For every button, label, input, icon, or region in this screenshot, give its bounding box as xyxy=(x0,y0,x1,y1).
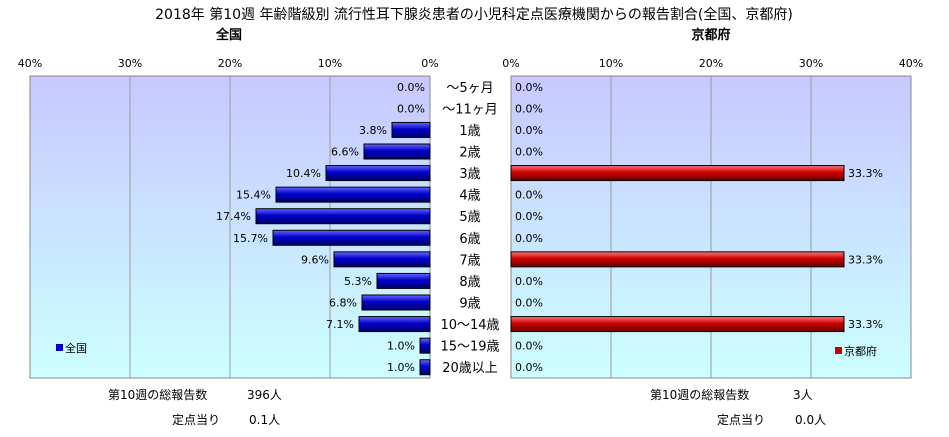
national-x-tick-label: 0% xyxy=(421,57,438,70)
kyoto-total-value: 3人 xyxy=(793,388,813,402)
national-bar xyxy=(325,165,431,182)
national-value-label: 6.6% xyxy=(331,146,359,159)
national-x-tick-label: 30% xyxy=(118,57,142,70)
national-bar xyxy=(272,229,431,246)
age-category-label: 9歳 xyxy=(459,297,480,312)
national-bar xyxy=(361,294,431,311)
age-category-label: 4歳 xyxy=(459,189,480,204)
national-value-label: 7.1% xyxy=(326,318,354,331)
kyoto-panel-title: 京都府 xyxy=(691,27,730,43)
national-value-label: 1.0% xyxy=(387,361,415,374)
kyoto-value-label: 0.0% xyxy=(515,81,543,94)
kyoto-total-label: 第10週の総報告数 xyxy=(650,388,750,402)
kyoto-value-label: 0.0% xyxy=(515,124,543,137)
age-category-label: 3歳 xyxy=(459,167,480,182)
kyoto-value-label: 0.0% xyxy=(515,210,543,223)
kyoto-value-label: 0.0% xyxy=(515,361,543,374)
kyoto-bar xyxy=(510,165,845,182)
age-category-label: ～5ヶ月 xyxy=(446,81,493,96)
kyoto-per-site-label: 定点当り xyxy=(717,413,766,427)
national-bar xyxy=(333,251,431,268)
kyoto-bar xyxy=(510,251,845,268)
national-value-label: 0.0% xyxy=(397,81,425,94)
national-legend: 全国 xyxy=(56,341,87,355)
kyoto-bar xyxy=(510,316,845,333)
national-bar xyxy=(419,359,431,376)
age-category-label: 6歳 xyxy=(459,232,480,247)
age-category-label: 15～19歳 xyxy=(440,340,499,355)
national-total-value: 396人 xyxy=(247,388,282,402)
national-value-label: 15.4% xyxy=(236,189,271,202)
national-x-tick-label: 10% xyxy=(318,57,342,70)
national-panel-title: 全国 xyxy=(215,27,242,43)
kyoto-per-site-value: 0.0人 xyxy=(795,413,827,427)
kyoto-value-label: 0.0% xyxy=(515,275,543,288)
national-bar xyxy=(376,272,431,289)
national-total-label: 第10週の総報告数 xyxy=(108,388,208,402)
age-category-label: ～11ヶ月 xyxy=(442,102,498,117)
national-bar xyxy=(275,186,431,203)
kyoto-x-tick-label: 30% xyxy=(799,57,823,70)
national-value-label: 10.4% xyxy=(286,167,321,180)
national-value-label: 6.8% xyxy=(329,297,357,310)
national-value-label: 1.0% xyxy=(387,340,415,353)
age-category-label: 5歳 xyxy=(459,210,480,225)
national-value-label: 3.8% xyxy=(359,124,387,137)
age-category-label: 2歳 xyxy=(459,146,480,161)
national-legend-swatch xyxy=(56,344,63,351)
national-per-site-label: 定点当り xyxy=(172,413,221,427)
kyoto-value-label: 33.3% xyxy=(848,167,883,180)
national-bar xyxy=(358,316,431,333)
national-per-site-value: 0.1人 xyxy=(249,413,281,427)
national-value-label: 17.4% xyxy=(216,210,251,223)
kyoto-value-label: 0.0% xyxy=(515,189,543,202)
kyoto-x-tick-label: 10% xyxy=(599,57,623,70)
national-bar xyxy=(255,208,431,225)
age-category-label: 7歳 xyxy=(459,253,480,268)
national-x-tick-label: 20% xyxy=(218,57,242,70)
national-value-label: 15.7% xyxy=(233,232,268,245)
kyoto-legend: 京都府 xyxy=(835,344,877,358)
age-category-label: 8歳 xyxy=(459,275,480,290)
kyoto-legend-label: 京都府 xyxy=(844,344,877,358)
kyoto-value-label: 33.3% xyxy=(848,253,883,266)
national-bar xyxy=(391,121,431,138)
kyoto-x-tick-label: 0% xyxy=(502,57,519,70)
kyoto-legend-swatch xyxy=(835,347,842,354)
national-value-label: 9.6% xyxy=(301,253,329,266)
age-category-label: 10～14歳 xyxy=(440,318,499,333)
national-x-tick-label: 40% xyxy=(18,57,42,70)
age-category-label: 20歳以上 xyxy=(442,361,498,376)
national-bar xyxy=(419,337,431,354)
kyoto-value-label: 0.0% xyxy=(515,146,543,159)
kyoto-value-label: 0.0% xyxy=(515,340,543,353)
kyoto-value-label: 0.0% xyxy=(515,232,543,245)
kyoto-x-tick-label: 40% xyxy=(899,57,923,70)
age-category-label: 1歳 xyxy=(459,124,480,139)
kyoto-x-tick-label: 20% xyxy=(699,57,723,70)
national-value-label: 5.3% xyxy=(344,275,372,288)
national-legend-label: 全国 xyxy=(65,341,87,355)
national-value-label: 0.0% xyxy=(397,102,425,115)
chart-title: 2018年 第10週 年齢階級別 流行性耳下腺炎患者の小児科定点医療機関からの報… xyxy=(155,6,793,23)
kyoto-value-label: 33.3% xyxy=(848,318,883,331)
national-bar xyxy=(363,143,431,160)
kyoto-value-label: 0.0% xyxy=(515,297,543,310)
kyoto-value-label: 0.0% xyxy=(515,102,543,115)
